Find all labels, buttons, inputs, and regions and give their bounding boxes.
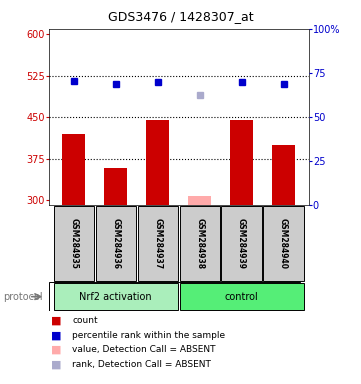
Bar [146,120,169,205]
Text: GSM284938: GSM284938 [195,218,204,270]
Bar [138,206,178,281]
Text: GSM284937: GSM284937 [153,218,162,270]
Bar [179,283,304,310]
Text: GSM284935: GSM284935 [69,218,78,269]
Bar [96,206,136,281]
Text: GSM284936: GSM284936 [111,218,120,269]
Text: ■: ■ [51,359,61,369]
Text: value, Detection Call = ABSENT: value, Detection Call = ABSENT [72,345,216,354]
Bar [230,120,253,205]
Text: ■: ■ [51,345,61,355]
Text: ■: ■ [51,316,61,326]
Text: GSM284939: GSM284939 [237,218,246,269]
Bar [62,134,86,205]
Text: rank, Detection Call = ABSENT: rank, Detection Call = ABSENT [72,360,211,369]
Text: count: count [72,316,98,325]
Bar [54,283,178,310]
Text: protocol: protocol [4,291,43,302]
Text: GDS3476 / 1428307_at: GDS3476 / 1428307_at [108,10,253,23]
Text: ■: ■ [51,330,61,340]
Bar [272,145,295,205]
Text: Nrf2 activation: Nrf2 activation [79,291,152,302]
Text: GSM284940: GSM284940 [279,218,288,269]
Bar [221,206,262,281]
Bar [188,195,211,205]
Bar [104,168,127,205]
Text: control: control [225,291,258,302]
Text: percentile rank within the sample: percentile rank within the sample [72,331,225,340]
Bar [179,206,220,281]
Bar [264,206,304,281]
Bar [54,206,94,281]
